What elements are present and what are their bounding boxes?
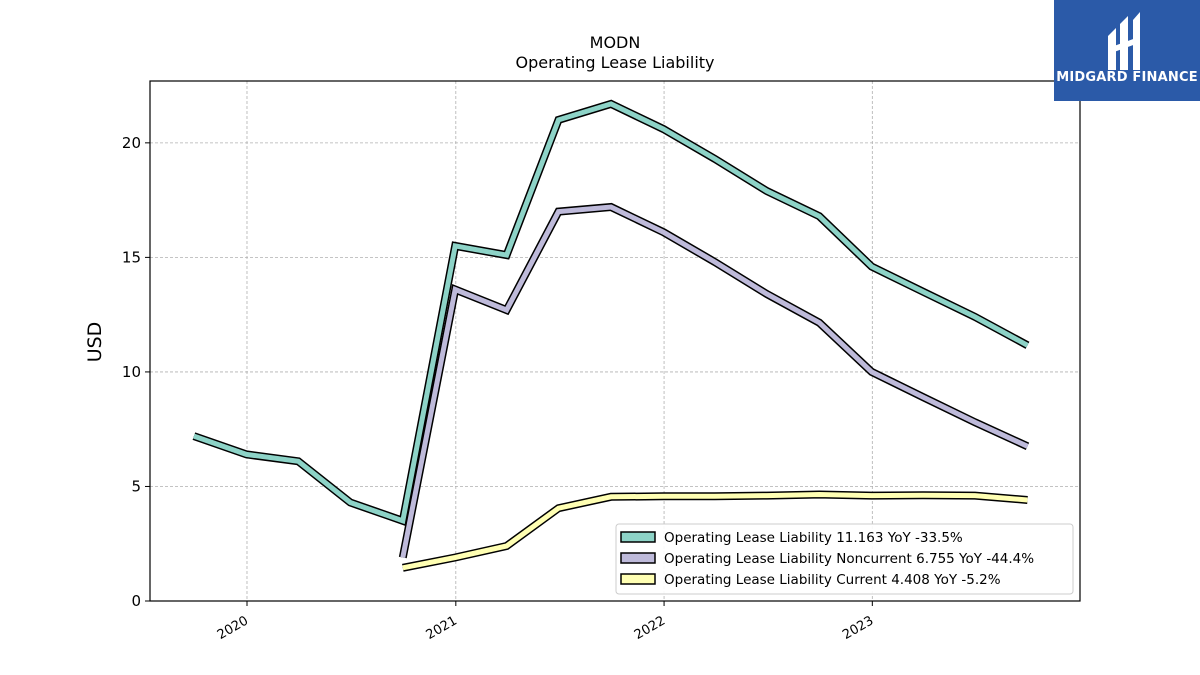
y-tick-label: 5 [131, 477, 141, 495]
logo-mark-icon [1108, 12, 1140, 70]
chart-subtitle: Operating Lease Liability [515, 53, 714, 72]
x-tick-label: 2020 [215, 613, 251, 643]
y-tick-label: 20 [122, 134, 141, 152]
chart-title: MODN [590, 33, 641, 52]
grid [150, 81, 1080, 602]
series-lines [192, 99, 1030, 572]
x-tick-label: 2023 [840, 613, 876, 643]
series-line [398, 202, 1030, 559]
y-tick-label: 0 [131, 592, 141, 610]
y-axis-label: USD [84, 322, 106, 363]
midgard-finance-logo: MIDGARD FINANCE [1054, 0, 1200, 101]
legend-entry: Operating Lease Liability 11.163 YoY -33… [664, 530, 963, 546]
logo-text: MIDGARD FINANCE [1056, 70, 1198, 85]
legend-swatch [620, 531, 656, 543]
legend-entry: Operating Lease Liability Current 4.408 … [664, 572, 1001, 588]
legend-swatch [620, 552, 656, 564]
x-tick-label: 2021 [424, 613, 460, 643]
legend-entry: Operating Lease Liability Noncurrent 6.7… [664, 551, 1034, 567]
series-line-core [400, 204, 1029, 558]
plot-frame [149, 80, 1081, 602]
legend-box [615, 523, 1074, 595]
series-line-core [193, 101, 1029, 525]
legend-swatch [620, 573, 656, 585]
y-tick-label: 15 [122, 248, 141, 266]
x-tick-label: 2022 [632, 613, 668, 643]
series-line-core [402, 491, 1028, 571]
y-tick-label: 10 [122, 363, 141, 381]
series-line [402, 490, 1028, 572]
series-line [192, 99, 1030, 527]
legend: Operating Lease Liability 11.163 YoY -33… [615, 523, 1074, 595]
series-line-outline [192, 99, 1030, 527]
